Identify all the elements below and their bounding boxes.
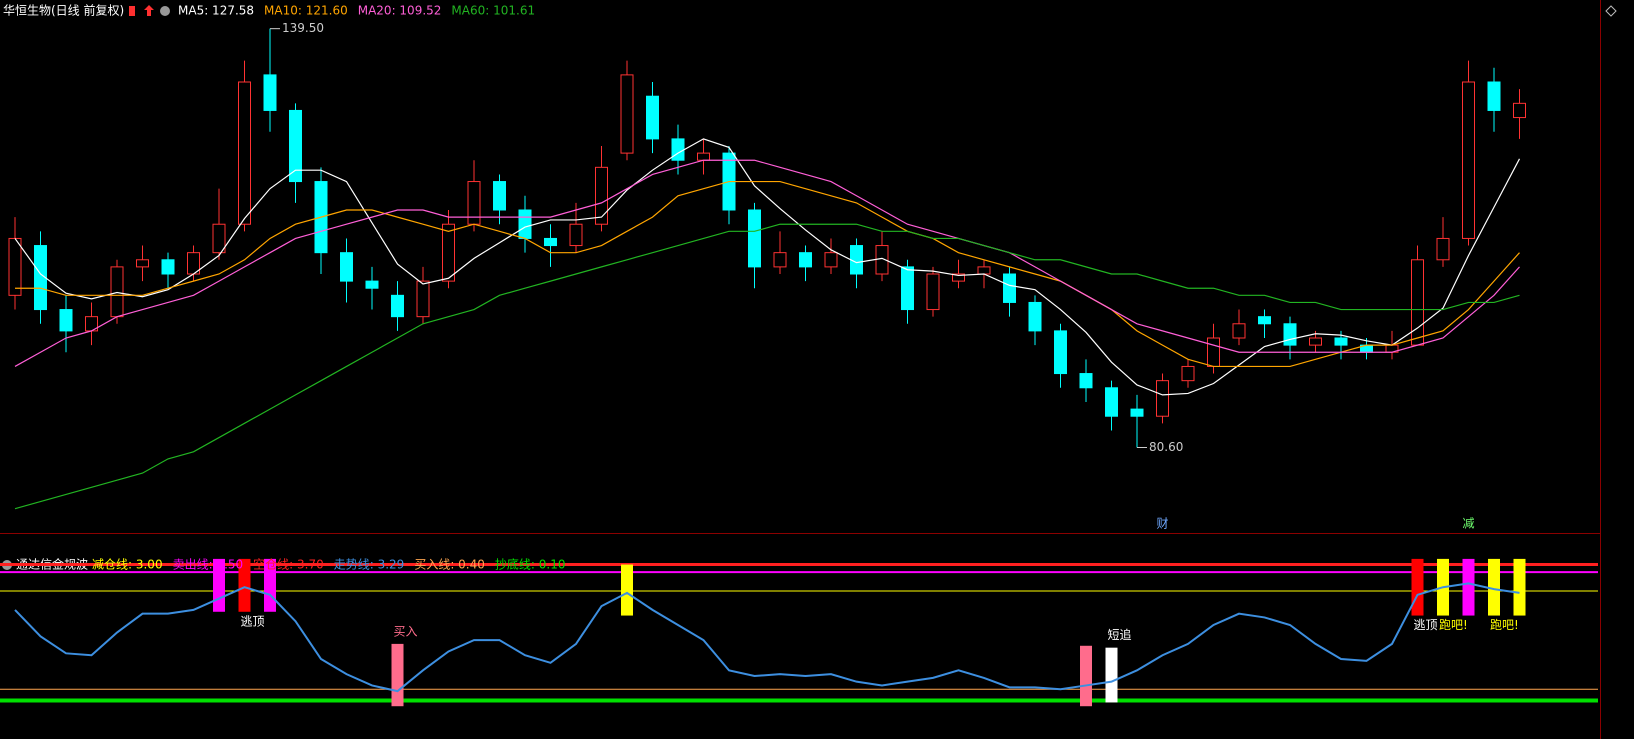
candle-body [1462,81,1475,239]
marker: 财 [1156,517,1168,531]
legend-entry: MA10: 121.60 [264,4,348,18]
legend-entry: 减仓线: 3.00 [92,558,163,572]
legend-entry: 抄底线: 0.10 [495,557,566,572]
candle-body [569,223,583,247]
candle-body [1156,380,1169,417]
candle-body [620,74,634,154]
candle-body [748,209,761,268]
candle-body [1334,337,1348,346]
legend-entry: 空仓线: 3.70 [253,558,324,572]
candle-body [773,252,787,268]
icon[interactable] [144,5,154,16]
candle-body [1105,387,1118,417]
candle-body [544,237,557,247]
candle-body [646,95,659,140]
candle-body [901,266,914,311]
signal-bar [238,558,251,612]
signal-label: 买入 [394,624,418,638]
candle-body [1258,316,1271,325]
ma-line [14,223,1520,510]
legend-entry: 卖出线: 3.50 [173,558,244,572]
candle-body [110,266,124,318]
trend-line [14,582,1520,693]
candle-body [1436,237,1450,261]
candle-body [238,81,251,225]
candle-body [850,245,863,275]
candle-body [34,245,47,311]
candle-body [59,309,73,332]
marker: 减 [1462,517,1474,531]
signal-bar [1411,558,1424,616]
candle-body [1028,301,1042,332]
legend-entry: MA5: 127.58 [178,4,254,18]
candle-body [212,223,226,254]
legend-entry: MA20: 109.52 [358,4,442,18]
candle-body [926,273,940,311]
candle-body [1079,373,1093,389]
candle-body [1054,330,1067,375]
candle-body [161,259,175,275]
candle-body [263,74,277,111]
candle-body [442,223,455,282]
candle-body [1232,323,1246,339]
signal-label: 跑吧! [1439,618,1468,632]
signal-bar [1105,647,1118,703]
candle-body [1181,365,1195,382]
candle-body [977,266,991,275]
signal-bar [213,558,225,612]
candle-body [391,294,404,318]
signal-label: 逃顶 [1414,618,1438,632]
ma-line [14,138,1521,396]
candle-body [8,237,22,296]
candle-body [289,109,302,183]
icon[interactable] [129,6,135,16]
candle-body [1411,259,1424,346]
candle-body [1130,408,1144,417]
candle-body [340,252,353,282]
panel-button[interactable] [1605,5,1617,17]
signal-bar [391,643,404,707]
chart-title: 华恒生物(日线 前复权) [3,3,124,18]
candle-body [1003,273,1016,303]
signal-bar [621,564,633,616]
candle-body [467,181,481,225]
signal-label: 短追 [1108,627,1132,642]
candle-body [365,280,379,289]
candle-body [952,273,965,282]
candle-body [799,252,812,268]
candle-body [697,152,710,161]
candle-body [1207,337,1220,367]
candle-body [824,252,838,268]
signal-label: 逃顶 [241,614,265,628]
candle-body [416,280,430,318]
signal-bar [1462,558,1475,616]
legend-entry: MA60: 101.61 [451,4,535,18]
candle-body [493,181,506,211]
signal-label: 跑吧! [1490,618,1519,632]
candle-body [1283,323,1297,346]
signal-bar [1080,645,1092,707]
legend-entry: 走势线: 3.29 [334,558,405,572]
legend-entry: 买入线: 0.40 [414,558,485,572]
candle-body [595,166,608,225]
candle-body [518,209,532,239]
candle-body [1513,102,1526,119]
candle-body [671,138,685,161]
ma-line [14,159,1520,367]
annotation: 139.50 [282,21,324,35]
ma-line [15,180,1520,368]
candle-body [1309,337,1322,346]
candle-body [136,259,149,268]
candle-body [1487,81,1501,111]
annotation: 80.60 [1149,440,1183,454]
signal-bar [1488,558,1500,616]
icon[interactable] [160,6,170,16]
signal-bar [1513,558,1526,616]
